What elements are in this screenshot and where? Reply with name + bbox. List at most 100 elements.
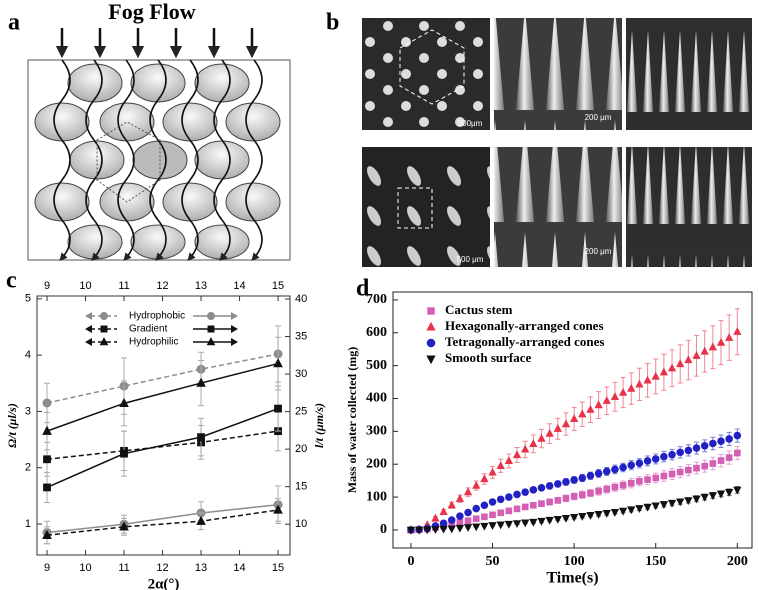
marker (537, 517, 546, 526)
series-line (46, 362, 279, 432)
marker (627, 383, 636, 392)
marker (676, 498, 685, 507)
marker (545, 482, 554, 490)
marker (480, 522, 489, 531)
marker (489, 511, 496, 519)
x-tick-label: 50 (486, 554, 500, 569)
marker (716, 337, 726, 346)
y2-tick-label: 25 (295, 406, 307, 418)
marker (521, 519, 530, 528)
marker (587, 489, 594, 497)
marker (692, 444, 701, 452)
marker (497, 509, 505, 517)
marker (431, 526, 440, 534)
y-tick-label: 200 (366, 456, 387, 471)
marker (725, 435, 733, 443)
panel-label: a (8, 10, 20, 36)
marker (676, 468, 684, 476)
legend-marker (99, 337, 109, 346)
marker (554, 497, 562, 504)
marker (725, 332, 734, 341)
marker (610, 392, 620, 400)
marker (717, 457, 725, 464)
marker (439, 519, 448, 528)
marker (586, 471, 595, 480)
y2-tick-label: 35 (295, 330, 307, 342)
marker (578, 491, 586, 499)
marker (570, 414, 579, 422)
marker (651, 455, 660, 463)
marker (667, 499, 677, 508)
panel-label: c (6, 268, 17, 294)
legend-marker (426, 355, 436, 365)
marker (42, 398, 52, 408)
marker (684, 355, 693, 364)
panel-label: d (356, 276, 370, 302)
y-tick-label: 4 (25, 349, 31, 361)
legend-arrow (85, 338, 92, 346)
marker (643, 457, 652, 465)
x-tick-label: 10 (79, 562, 91, 574)
marker (734, 449, 741, 457)
marker (652, 474, 660, 482)
marker (273, 358, 283, 368)
x-tick-label: 13 (195, 562, 207, 574)
marker (439, 507, 448, 515)
y2-axis-title: l/t (μm/s) (312, 403, 326, 448)
marker (716, 490, 726, 499)
y-tick-label: 400 (366, 391, 387, 406)
legend-label: Tetragonally-arranged cones (445, 334, 604, 349)
y2-tick-label: 30 (295, 368, 307, 380)
marker (488, 498, 497, 506)
marker (447, 525, 456, 534)
droplets (34, 63, 281, 260)
y-tick-label: 5 (25, 293, 31, 305)
marker (636, 477, 643, 485)
marker (717, 437, 725, 445)
marker (635, 459, 644, 468)
marker (644, 476, 651, 483)
fog-flow-title: Fog Flow (108, 0, 195, 24)
series-line (46, 430, 279, 461)
marker (635, 379, 644, 388)
marker (196, 377, 206, 387)
marker (700, 346, 709, 355)
scale-bar: 200 μm (585, 113, 612, 122)
marker (586, 404, 595, 413)
marker (627, 506, 636, 515)
marker (693, 464, 700, 472)
marker (667, 363, 677, 372)
marker (618, 387, 628, 396)
marker (504, 520, 513, 529)
marker (692, 351, 701, 359)
y2-tick-label: 40 (295, 293, 307, 305)
y-tick-label: 2 (25, 462, 31, 474)
legend-arrow (85, 325, 92, 333)
marker (439, 525, 448, 534)
marker (651, 502, 660, 511)
marker (701, 462, 708, 470)
legend-marker (100, 312, 108, 320)
marker (595, 487, 602, 495)
y-tick-label: 100 (366, 489, 387, 504)
marker (521, 488, 529, 496)
y-tick-label: 1 (25, 518, 31, 530)
marker (602, 510, 611, 518)
x-top-tick-label: 14 (233, 280, 245, 292)
x-tick-label: 11 (118, 562, 129, 574)
marker (586, 511, 595, 520)
marker (512, 450, 522, 459)
marker (197, 433, 205, 442)
marker (619, 481, 627, 489)
marker (602, 467, 611, 476)
marker (513, 490, 521, 499)
marker (472, 523, 481, 532)
marker (562, 495, 570, 502)
marker (725, 488, 734, 497)
marker (496, 461, 505, 469)
marker (700, 441, 709, 450)
legend-marker (207, 312, 215, 320)
marker (456, 519, 464, 526)
marker (119, 521, 129, 531)
legend-label: Hydrophobic (129, 311, 185, 322)
